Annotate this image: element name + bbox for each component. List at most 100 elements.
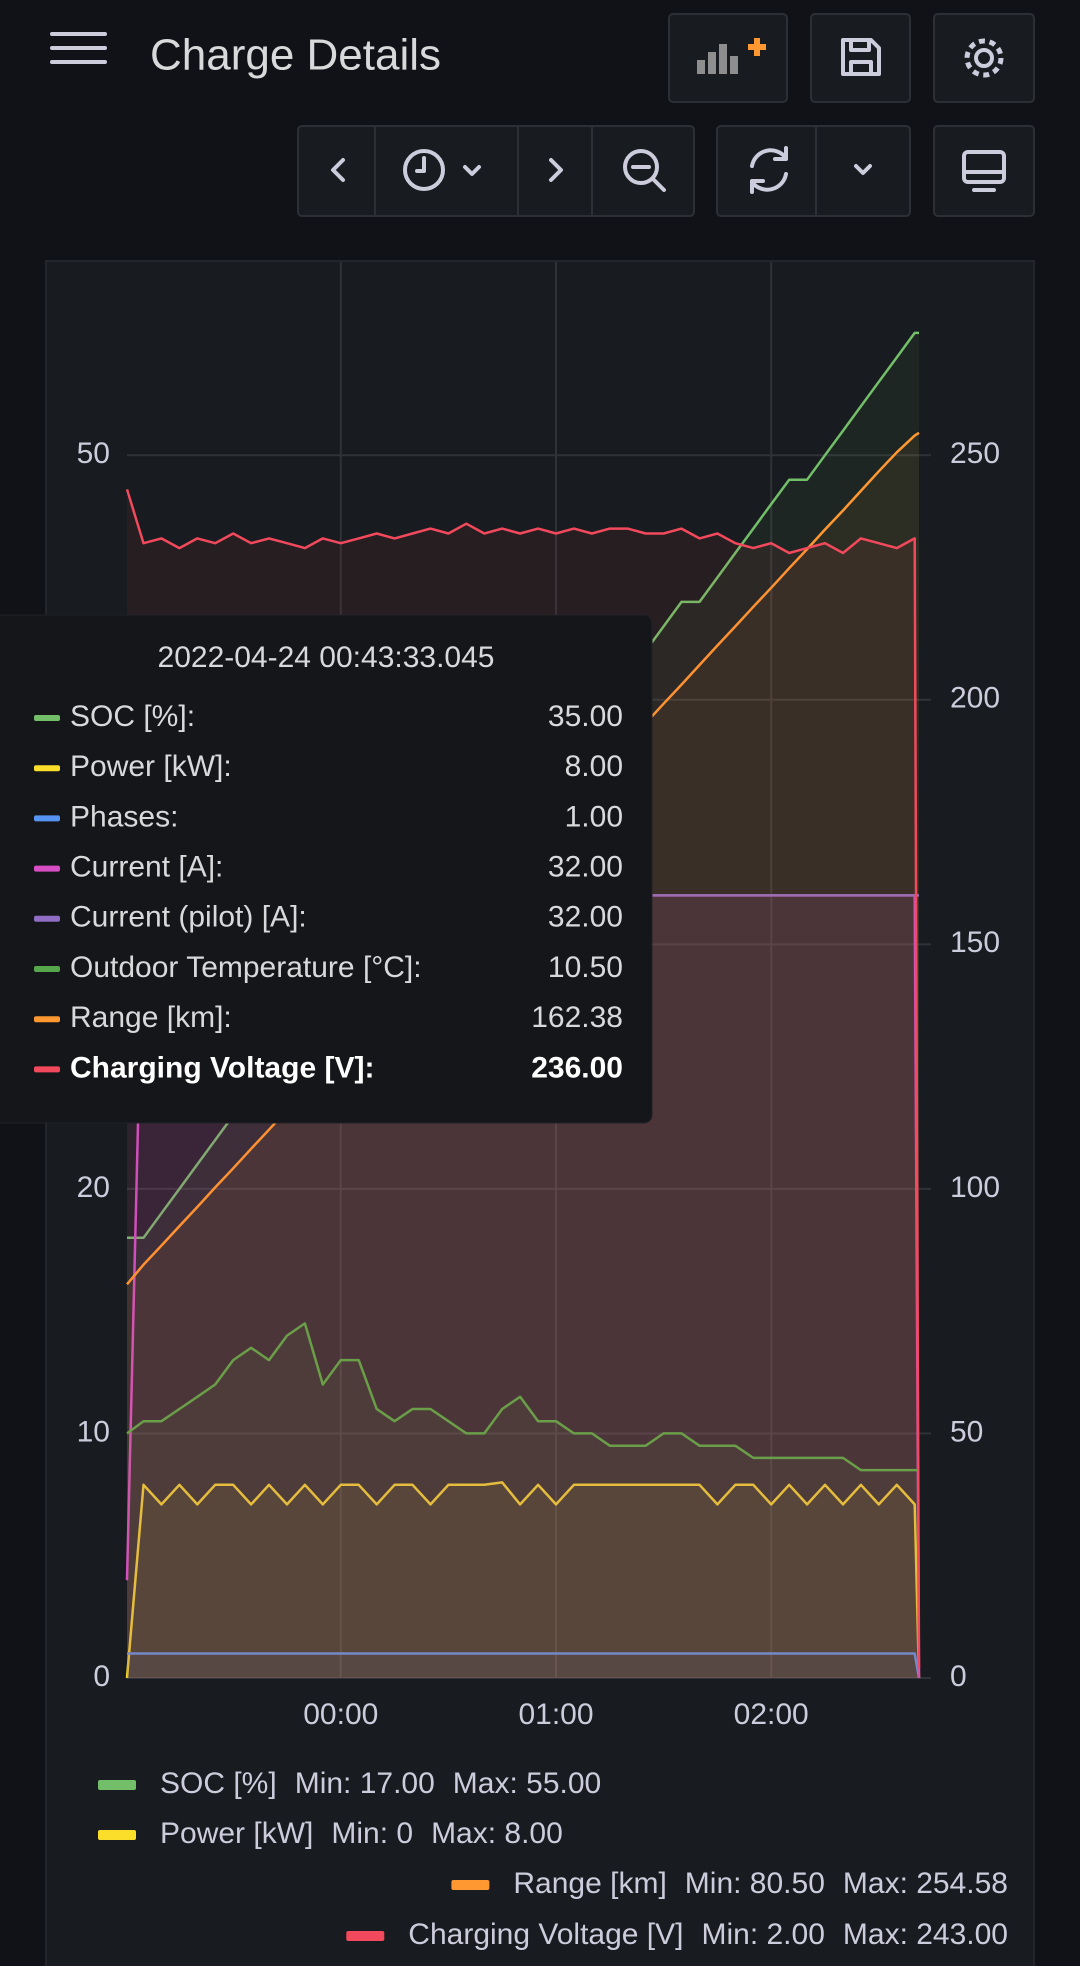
legend-swatch: [98, 1830, 136, 1840]
gear-hub: [974, 48, 994, 68]
tooltip-series-name: Charging Voltage [V]:: [70, 1051, 374, 1084]
button-frame: [668, 13, 788, 103]
tooltip-swatch: [34, 915, 60, 922]
series-line: [125, 1481, 921, 1679]
legend-min: Min: 0: [331, 1817, 413, 1850]
tooltip-time: 2022-04-24 00:43:33.045: [158, 641, 495, 674]
series-area: [127, 1482, 919, 1678]
series-line: [127, 1652, 921, 1679]
gear-teeth: [964, 38, 1004, 78]
legend-name: Charging Voltage [V]: [408, 1918, 683, 1951]
save-button[interactable]: [810, 13, 911, 103]
icon-bar: [708, 52, 716, 74]
legend-min: Min: 17.00: [295, 1767, 435, 1800]
legend-swatch: [98, 1780, 136, 1790]
button-frame: [933, 13, 1035, 103]
tooltip-swatch: [34, 765, 60, 772]
settings-button[interactable]: [933, 13, 1035, 103]
tooltip-series-name: Phases:: [70, 800, 178, 833]
icon-bar: [697, 60, 705, 74]
tooltip-series-name: Current (pilot) [A]:: [70, 901, 307, 934]
clock-icon: [403, 149, 445, 191]
legend-name: Range [km]: [513, 1867, 666, 1900]
tooltip-value: 32.00: [548, 851, 623, 884]
time-controls: [297, 125, 1035, 217]
tooltip-value: 162.38: [531, 1001, 623, 1034]
icon-plus: [748, 38, 766, 56]
tooltip-series-name: SOC [%]:: [70, 700, 195, 733]
x-tick-label: 00:00: [303, 1698, 378, 1731]
legend-name: Power [kW]: [160, 1817, 313, 1850]
legend-item[interactable]: Power [kW] Min: 0 Max: 8.00: [98, 1817, 563, 1850]
tooltip-value: 8.00: [565, 750, 623, 783]
tooltip-value: 10.50: [548, 951, 623, 984]
refresh-button[interactable]: [750, 146, 788, 194]
menu-button[interactable]: [50, 32, 107, 64]
tooltip-swatch: [34, 865, 60, 872]
tooltip-value: 236.00: [531, 1051, 623, 1084]
button-group-frame: [297, 125, 695, 217]
tooltip-value: 35.00: [548, 700, 623, 733]
legend-item[interactable]: Range [km] Min: 80.50 Max: 254.58: [451, 1867, 1008, 1900]
legend-max: Max: 8.00: [431, 1817, 563, 1850]
dashboard-title: Charge Details: [150, 31, 441, 80]
zoom-out-button[interactable]: [623, 149, 666, 192]
view-mode-button[interactable]: [933, 125, 1035, 217]
y2-tick-label: 250: [950, 437, 1000, 470]
tooltip-swatch: [34, 1016, 60, 1023]
tooltip-series-name: Outdoor Temperature [°C]:: [70, 951, 422, 984]
legend-max: Max: 243.00: [843, 1918, 1008, 1951]
y-tick-label: 50: [77, 437, 110, 470]
save-icon: [841, 38, 881, 76]
series-area: [127, 1323, 919, 1678]
tooltip: 2022-04-24 00:43:33.045 SOC [%]: 35.00 Powe…: [0, 614, 653, 1124]
tooltip-box: [0, 614, 653, 1124]
chevron: [463, 165, 481, 176]
y2-tick-label: 200: [950, 682, 1000, 715]
forward-button[interactable]: [549, 158, 563, 182]
legend-swatch: [451, 1880, 490, 1890]
y2-tick-label: 100: [950, 1171, 1000, 1204]
refresh-icon: [750, 146, 788, 194]
tooltip-series-name: Range [km]:: [70, 1001, 232, 1034]
x-tick-label: 01:00: [518, 1698, 593, 1731]
monitor-icon-parts: [962, 170, 1006, 192]
legend-max: Max: 254.58: [843, 1867, 1008, 1900]
legend-min: Min: 2.00: [701, 1918, 824, 1951]
zoom-icon: [623, 149, 659, 185]
icon-bar: [730, 56, 738, 74]
button-frame: [810, 13, 911, 103]
legend-max: Max: 55.00: [453, 1767, 601, 1800]
legend-swatch: [346, 1931, 385, 1941]
legend-item[interactable]: Charging Voltage [V] Min: 2.00 Max: 243.00: [346, 1918, 1008, 1951]
refresh-interval-button[interactable]: [854, 164, 872, 175]
x-tick-label: 02:00: [734, 1698, 809, 1731]
tooltip-value: 1.00: [565, 800, 623, 833]
y-tick-label: 20: [77, 1171, 110, 1204]
series-area: [127, 1653, 919, 1678]
tooltip-swatch: [34, 815, 60, 822]
clock-hands: [415, 156, 426, 173]
tooltip-swatch: [34, 715, 60, 721]
y-tick-label: 10: [77, 1415, 110, 1448]
legend-item[interactable]: SOC [%] Min: 17.00 Max: 55.00: [98, 1767, 601, 1800]
legend: SOC [%] Min: 17.00 Max: 55.00 Power [kW] Min…: [98, 1767, 1008, 1951]
legend-name: SOC [%]: [160, 1767, 277, 1800]
time-picker-button[interactable]: [403, 149, 481, 191]
tooltip-series-name: Power [kW]:: [70, 750, 232, 783]
back-button[interactable]: [331, 158, 345, 182]
monitor-icon: [962, 150, 1006, 184]
tooltip-swatch: [34, 1066, 60, 1073]
y-tick-label: 0: [93, 1660, 110, 1693]
y2-tick-label: 150: [950, 926, 1000, 959]
button-group-frame: [716, 125, 911, 217]
zoom-icon-parts: [631, 165, 666, 192]
add-panel-button[interactable]: [668, 13, 788, 103]
series-line: [126, 1322, 919, 1472]
y2-tick-label: 0: [950, 1660, 967, 1693]
tooltip-swatch: [34, 966, 60, 972]
tooltip-series-name: Current [A]:: [70, 851, 223, 884]
series-line: [125, 489, 921, 1669]
icon-bar: [719, 44, 727, 74]
